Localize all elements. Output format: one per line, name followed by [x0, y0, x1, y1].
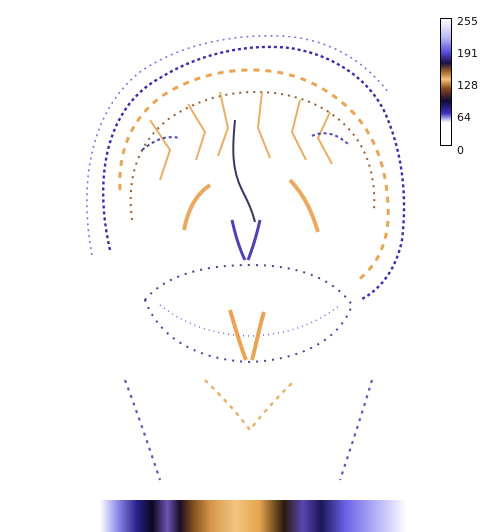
colormap-tick-255: 255 — [457, 15, 478, 28]
colormap-tick-64: 64 — [457, 111, 471, 124]
colormap-tick-128: 128 — [457, 79, 478, 92]
colormap-tick-191: 191 — [457, 47, 478, 60]
colormap-strip — [100, 500, 407, 532]
colormap-tick-0: 0 — [457, 144, 464, 157]
colormap-scale-bar — [440, 18, 452, 146]
